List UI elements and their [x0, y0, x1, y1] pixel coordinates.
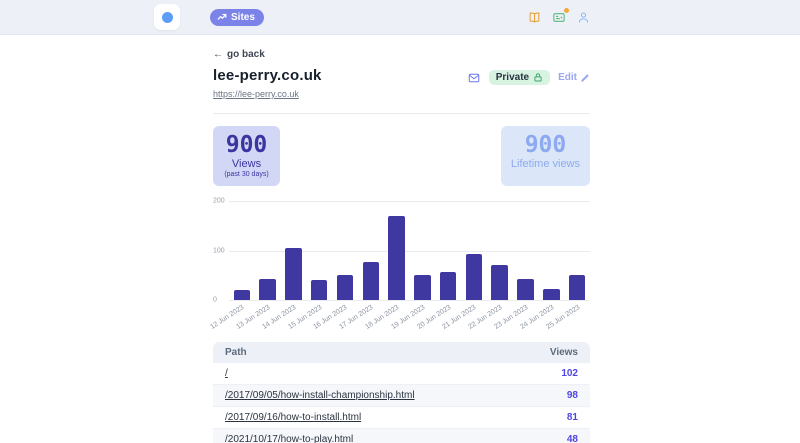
bar-20 Jun 2023[interactable] [439, 271, 457, 301]
table-header: Path Views [213, 342, 590, 364]
sites-label: Sites [231, 11, 255, 23]
bar-16 Jun 2023[interactable] [336, 275, 354, 301]
lock-icon [533, 72, 543, 83]
bar-slot: 21 Jun 2023 [442, 201, 487, 331]
go-back-link[interactable]: ← go back [213, 49, 265, 60]
y-axis-tick: 0 [213, 296, 217, 304]
chart-bars: 12 Jun 2023 13 Jun 2023 14 Jun 2023 15 Jun … [210, 201, 590, 331]
bar-21 Jun 2023[interactable] [465, 254, 483, 301]
views-stat-card: 900 Views (past 30 days) [213, 126, 280, 187]
bar-17 Jun 2023[interactable] [362, 262, 380, 301]
y-axis-tick: 200 [213, 197, 225, 205]
paths-table: Path Views / 102/2017/09/05/how-install-c… [213, 342, 590, 443]
bar-slot: 24 Jun 2023 [519, 201, 564, 331]
page-title: lee-perry.co.uk [213, 67, 322, 84]
bar-slot: 17 Jun 2023 [338, 201, 384, 331]
path-link[interactable]: /2017/09/05/how-install-championship.htm… [225, 390, 415, 402]
bar-slot: 15 Jun 2023 [287, 201, 332, 331]
chart-plot-area: 0 100 200 [213, 197, 590, 304]
bar-slot: 14 Jun 2023 [261, 201, 307, 331]
bar-slot: 16 Jun 2023 [313, 201, 358, 331]
views-bar-chart: 0 100 200 12 Jun 2023 13 Jun 2023 14 Jun 202… [210, 197, 590, 331]
bar-14 Jun 2023[interactable] [285, 248, 302, 301]
table-body: / 102/2017/09/05/how-install-championship… [213, 363, 590, 443]
table-row: /2017/09/05/how-install-championship.htm… [213, 385, 590, 408]
title-actions: Private Edit [467, 67, 590, 85]
lifetime-views-value: 900 [524, 132, 567, 158]
user-icon[interactable] [577, 11, 590, 24]
go-back-label: go back [227, 49, 265, 60]
gridline-y100 [229, 250, 590, 252]
views-count: 102 [561, 368, 578, 380]
app-logo[interactable] [154, 4, 180, 30]
site-detail-page: ← go back lee-perry.co.uk https://lee-pe… [210, 35, 590, 443]
stats-row: 900 Views (past 30 days) 900 Lifetime vi… [213, 126, 590, 187]
gridline-y200 [229, 201, 590, 203]
bar-25 Jun 2023[interactable] [568, 275, 586, 301]
edit-label: Edit [558, 72, 577, 83]
bar-18 Jun 2023[interactable] [388, 216, 405, 301]
views-count: 98 [566, 390, 578, 402]
gridline-y0 [229, 300, 590, 302]
table-row: /2017/09/16/how-to-install.html 81 [213, 407, 590, 430]
lifetime-views-label: Lifetime views [510, 158, 580, 171]
bar-slot: 25 Jun 2023 [545, 201, 590, 331]
column-header-path: Path [225, 347, 247, 359]
views-sublabel: (past 30 days) [224, 171, 269, 179]
bar-13 Jun 2023[interactable] [259, 279, 276, 301]
bar-19 Jun 2023[interactable] [414, 275, 431, 301]
views-label: Views [231, 158, 262, 171]
path-link[interactable]: / [225, 368, 228, 380]
bar-slot: 13 Jun 2023 [235, 201, 281, 331]
trending-up-icon [217, 12, 227, 22]
privacy-label: Private [495, 72, 530, 83]
column-header-views: Views [549, 347, 578, 359]
mail-icon[interactable] [467, 72, 481, 84]
bar-23 Jun 2023[interactable] [517, 279, 534, 301]
site-url-link[interactable]: https://lee-perry.co.uk [213, 89, 299, 99]
privacy-badge[interactable]: Private [488, 70, 551, 85]
bar-slot: 20 Jun 2023 [416, 201, 461, 331]
path-link[interactable]: /2017/09/16/how-to-install.html [225, 412, 362, 424]
bar-slot: 23 Jun 2023 [493, 201, 539, 331]
bar-22 Jun 2023[interactable] [491, 265, 508, 301]
id-card-icon[interactable] [552, 7, 569, 24]
pencil-icon [580, 73, 590, 83]
path-link[interactable]: /2021/10/17/how-to-play.html [225, 434, 354, 443]
nav-sites-button[interactable]: Sites [210, 8, 264, 26]
app-header: Sites [0, 0, 800, 35]
lifetime-views-stat-card: 900 Lifetime views [500, 126, 590, 187]
topbar-icons [528, 7, 590, 24]
logo-dot-icon [161, 11, 173, 23]
views-value: 900 [225, 132, 268, 158]
book-icon[interactable] [528, 11, 541, 24]
views-count: 48 [566, 434, 578, 443]
y-axis-tick: 100 [213, 247, 225, 255]
bar-15 Jun 2023[interactable] [310, 280, 328, 301]
bar-24 Jun 2023[interactable] [543, 288, 560, 301]
site-identity: lee-perry.co.uk https://lee-perry.co.uk [213, 67, 322, 102]
edit-button[interactable]: Edit [558, 72, 590, 83]
title-row: lee-perry.co.uk https://lee-perry.co.uk … [213, 67, 590, 102]
notification-dot [564, 7, 569, 13]
bar-12 Jun 2023[interactable] [233, 290, 251, 301]
bar-slot: 19 Jun 2023 [390, 201, 435, 331]
bar-slot: 18 Jun 2023 [364, 201, 410, 331]
table-row: /2021/10/17/how-to-play.html 48 [213, 429, 590, 443]
bar-slot: 22 Jun 2023 [467, 201, 513, 331]
header-divider [213, 113, 590, 114]
bar-slot: 12 Jun 2023 [210, 201, 255, 331]
views-count: 81 [566, 412, 578, 424]
back-arrow-icon: ← [213, 49, 223, 60]
table-row: / 102 [213, 363, 590, 386]
